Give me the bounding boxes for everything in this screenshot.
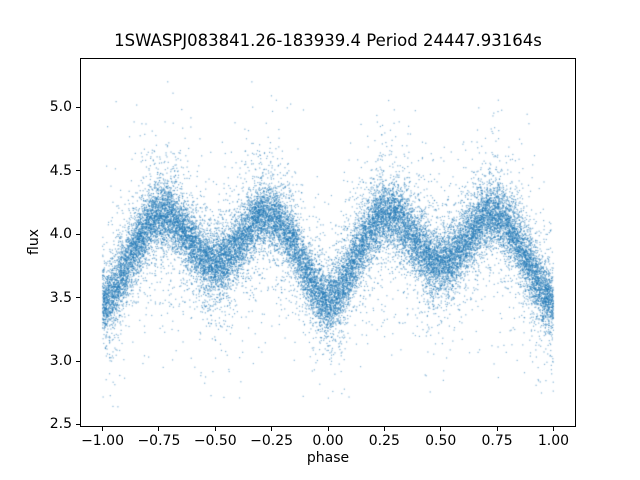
y-tick-label: 2.5: [49, 416, 72, 433]
x-tick-mark: [214, 427, 216, 431]
y-tick-mark: [76, 233, 80, 235]
x-tick-mark: [158, 427, 160, 431]
x-tick-label: 0.00: [312, 433, 344, 449]
x-tick-mark: [383, 427, 385, 431]
x-tick-label: −0.50: [193, 433, 237, 449]
x-axis-label: phase: [306, 450, 350, 466]
scatter-plot-canvas: [80, 58, 576, 427]
y-tick-mark: [76, 170, 80, 172]
plot-area: [80, 58, 576, 427]
x-tick-label: 0.50: [425, 433, 457, 449]
y-tick-mark: [76, 423, 80, 425]
x-tick-label: 0.25: [368, 433, 400, 449]
y-tick-label: 3.5: [49, 289, 72, 306]
y-axis-label: flux: [26, 229, 42, 255]
y-tick-label: 4.5: [49, 162, 72, 179]
y-tick-label: 5.0: [49, 99, 72, 116]
x-tick-label: −0.25: [250, 433, 294, 449]
y-tick-label: 4.0: [49, 226, 72, 243]
x-tick-mark: [496, 427, 498, 431]
chart-title: 1SWASPJ083841.26-183939.4 Period 24447.9…: [114, 31, 542, 50]
x-tick-mark: [552, 427, 554, 431]
x-tick-mark: [327, 427, 329, 431]
y-tick-mark: [76, 360, 80, 362]
y-tick-mark: [76, 106, 80, 108]
x-tick-mark: [102, 427, 104, 431]
x-tick-label: −0.75: [137, 433, 181, 449]
x-tick-label: 1.00: [537, 433, 570, 449]
y-tick-mark: [76, 297, 80, 299]
x-tick-mark: [440, 427, 442, 431]
x-tick-label: 0.75: [481, 433, 513, 449]
y-tick-label: 3.0: [49, 353, 72, 370]
x-tick-mark: [271, 427, 273, 431]
x-tick-label: −1.00: [81, 433, 124, 449]
